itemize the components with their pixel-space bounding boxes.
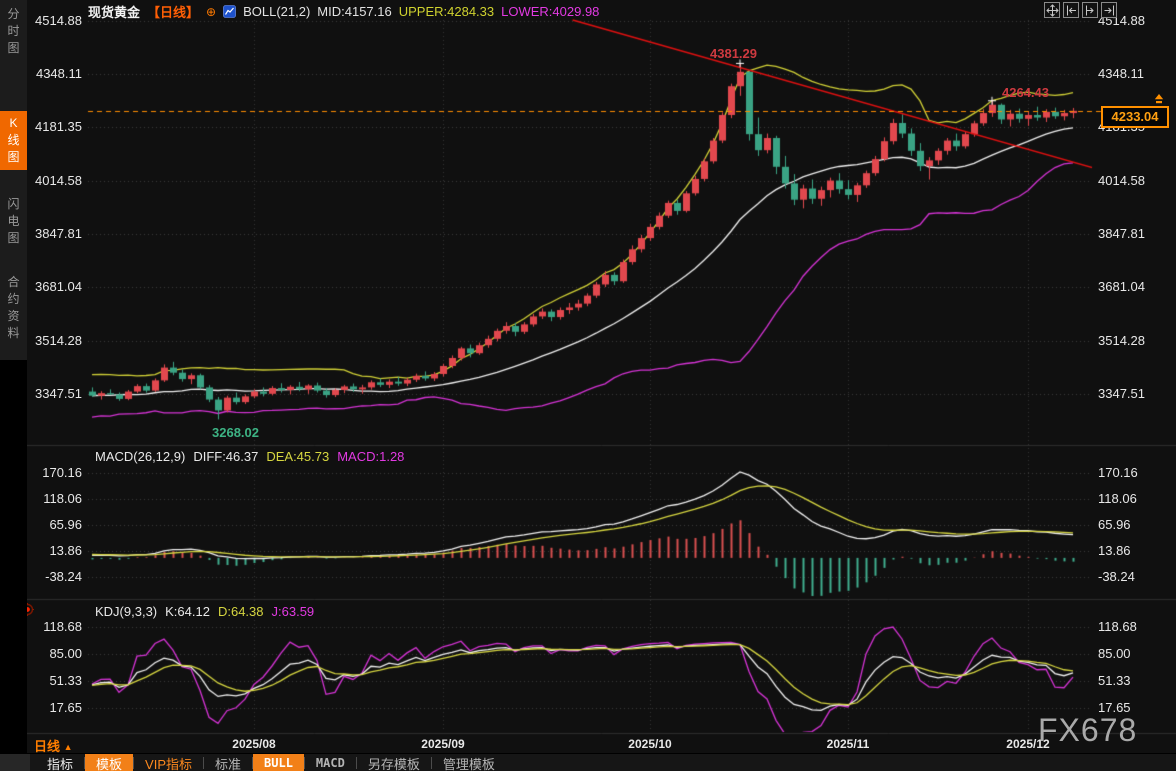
toolbar-separator	[133, 757, 135, 769]
toolbar-tab-1[interactable]: 指标	[47, 756, 74, 771]
toolbar-tab-5[interactable]: BULL	[253, 754, 304, 771]
macd-title: MACD(26,12,9)	[95, 449, 186, 464]
kdj-axis-tick: 118.68	[43, 618, 82, 634]
toolbar-separator	[355, 757, 357, 769]
date-axis-tick: 2025/10	[628, 737, 672, 751]
macd-macd-value: MACD:1.28	[337, 449, 405, 464]
sidebar-strip	[0, 0, 27, 360]
price-axis-tick: 3347.51	[1098, 385, 1145, 401]
macd-axis-tick: -38.24	[1098, 568, 1135, 584]
sidebar-tab-lightning-chart[interactable]: 闪 电 图	[7, 197, 20, 245]
kdj-axis-tick: 51.33	[49, 672, 82, 688]
price-axis-tick: 4014.58	[35, 172, 82, 188]
toolbar-tab-4[interactable]: 标准	[215, 756, 242, 771]
swing-low-price-label: 3268.02	[212, 425, 259, 441]
sidebar-tab-contract-info[interactable]: 合 约 资 料	[7, 275, 20, 340]
date-axis-tick: 2025/08	[232, 737, 276, 751]
price-axis-tick: 4348.11	[1098, 66, 1145, 82]
sidebar-tab-kline-chart[interactable]: K 线 图	[0, 111, 27, 170]
price-axis-tick: 4514.88	[35, 12, 82, 28]
toolbar-separator	[203, 757, 204, 769]
window-controls	[1044, 2, 1117, 18]
date-axis-tick: 2025/09	[421, 737, 465, 751]
symbol-name: 现货黄金	[88, 5, 141, 20]
toolbar-tab-3[interactable]: VIP指标	[145, 756, 192, 771]
macd-axis-tick: 65.96	[1098, 517, 1131, 532]
chart-header: 现货黄金 【日线】 ⊕ BOLL(21,2) MID:4157.16 UPPER…	[88, 2, 599, 21]
go-latest-icon[interactable]	[1101, 2, 1117, 18]
macd-axis-tick: 118.06	[43, 491, 82, 506]
macd-axis-tick: 170.16	[42, 465, 82, 480]
price-axis-tick: 3681.04	[1098, 279, 1145, 295]
kdj-axis-tick: 17.65	[1098, 699, 1131, 715]
kdj-axis-tick: 85.00	[49, 645, 82, 661]
boll-mid-value: MID:4157.16	[317, 4, 392, 19]
date-axis-tick: 2025/11	[826, 737, 870, 751]
toolbar-corner-block	[0, 754, 30, 771]
macd-axis-tick: 118.06	[1098, 491, 1137, 506]
kdj-j-value: J:63.59	[271, 604, 315, 619]
price-axis-tick: 3347.51	[35, 385, 82, 401]
price-axis-tick: 4348.11	[35, 66, 82, 82]
toolbar-separator	[430, 757, 432, 769]
kdj-axis-tick: 17.65	[49, 699, 82, 715]
kdj-axis-tick: 118.68	[1098, 618, 1137, 634]
macd-panel-header: MACD(26,12,9) DIFF:46.37 DEA:45.73 MACD:…	[95, 449, 404, 464]
bottom-toolbar: 指标 模板 VIP指标 标准 BULL MACD 另存模板 管理模板	[0, 753, 1176, 771]
mini-chart-icon	[223, 5, 236, 18]
price-axis-tick: 3847.81	[35, 225, 82, 241]
macd-axis-tick: 13.86	[1098, 543, 1131, 558]
fit-right-icon[interactable]	[1082, 2, 1098, 18]
price-axis-tick: 3514.28	[1098, 332, 1145, 348]
date-axis-tick: 2025/12	[1006, 737, 1050, 751]
kdj-d-value: D:64.38	[217, 604, 264, 619]
period-selector-label: 日线	[34, 739, 61, 754]
sidebar-tab-time-share-chart[interactable]: 分 时 图	[7, 7, 20, 55]
macd-diff-value: DIFF:46.37	[193, 449, 259, 464]
price-up-arrow-icon	[1152, 93, 1166, 111]
price-axis-tick: 3847.81	[1098, 225, 1145, 241]
toolbar-tab-8[interactable]: 管理模板	[442, 756, 495, 771]
macd-axis-tick: 170.16	[1098, 465, 1138, 480]
price-axis-tick: 3514.28	[35, 332, 82, 348]
pan-icon[interactable]	[1044, 2, 1060, 18]
macd-axis-tick: 65.96	[49, 517, 82, 532]
period-badge[interactable]: 【日线】	[147, 5, 200, 20]
peak-price-label: 4381.29	[710, 46, 757, 62]
macd-dea-value: DEA:45.73	[266, 449, 330, 464]
fit-left-icon[interactable]	[1063, 2, 1079, 18]
chevron-up-icon: ▲	[63, 742, 73, 752]
kdj-k-value: K:64.12	[165, 604, 210, 619]
toolbar-separator	[303, 757, 305, 769]
toolbar-tab-6[interactable]: MACD	[315, 756, 345, 770]
swing-high-price-label: 4264.43	[1002, 84, 1049, 100]
kdj-axis-tick: 85.00	[1098, 645, 1131, 661]
price-axis-tick: 3681.04	[35, 279, 82, 295]
sidebar: 分 时 图 K 线 图闪 电 图合 约 资 料	[0, 0, 27, 771]
boll-upper-value: UPPER:4284.33	[398, 4, 495, 19]
toolbar-tab-7[interactable]: 另存模板	[367, 756, 420, 771]
watermark: FX678	[1038, 712, 1138, 748]
price-axis-tick: 4014.58	[1098, 172, 1145, 188]
macd-axis-tick: 13.86	[49, 543, 82, 558]
last-price-box: 4233.04	[1101, 106, 1169, 128]
price-axis-tick: 4181.35	[35, 119, 82, 135]
boll-indicator-label: BOLL(21,2)	[243, 4, 311, 19]
macd-axis-tick: -38.24	[45, 568, 82, 584]
toolbar-separator	[84, 757, 86, 769]
toolbar-tab-2[interactable]: 模板	[85, 754, 134, 771]
link-icon[interactable]: ⊕	[206, 4, 217, 19]
kdj-title: KDJ(9,3,3)	[95, 604, 158, 619]
kdj-panel-header: KDJ(9,3,3) K:64.12 D:64.38 J:63.59	[95, 604, 314, 619]
kdj-axis-tick: 51.33	[1098, 672, 1131, 688]
boll-lower-value: LOWER:4029.98	[501, 4, 600, 19]
toolbar-separator	[252, 757, 254, 769]
period-selector[interactable]: 日线 ▲	[34, 736, 73, 755]
